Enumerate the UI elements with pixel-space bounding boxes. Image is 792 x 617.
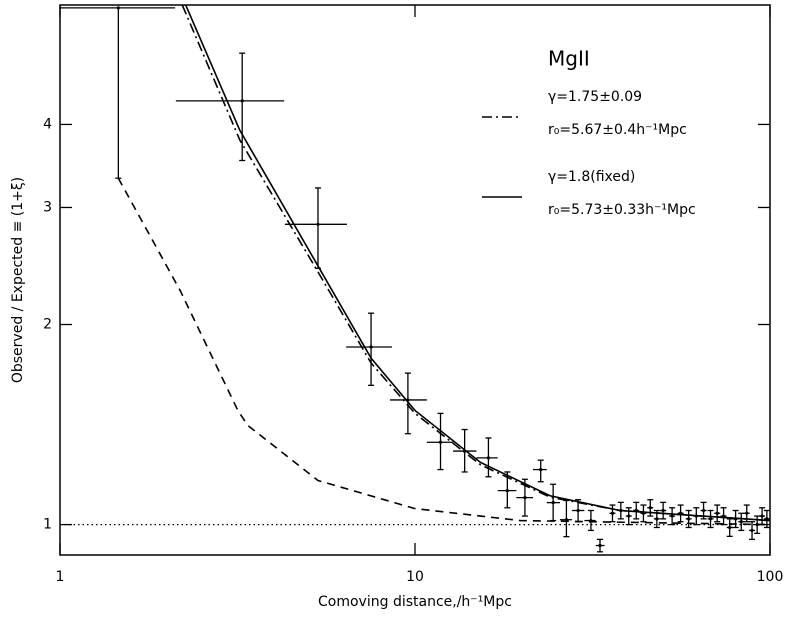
data-point bbox=[694, 514, 698, 518]
data-point bbox=[655, 517, 659, 521]
data-point bbox=[687, 517, 691, 521]
data-point bbox=[750, 528, 754, 533]
x-axis-label: Comoving distance,/h⁻¹Mpc bbox=[318, 594, 512, 610]
legend-detail: r₀=5.67±0.4h⁻¹Mpc bbox=[548, 122, 687, 138]
data-point bbox=[760, 514, 764, 518]
legend-label: γ=1.8(fixed) bbox=[548, 169, 635, 185]
y-tick-label: 2 bbox=[43, 317, 52, 333]
data-point bbox=[701, 508, 706, 513]
data-point bbox=[728, 525, 732, 530]
data-point bbox=[539, 467, 543, 472]
data-point bbox=[406, 398, 410, 402]
curve bbox=[184, 5, 770, 522]
data-point bbox=[648, 506, 652, 510]
plot-area bbox=[60, 5, 770, 553]
data-point bbox=[576, 508, 580, 513]
legend-label: γ=1.75±0.09 bbox=[548, 89, 642, 105]
data-point bbox=[721, 514, 726, 518]
data-point bbox=[463, 449, 467, 453]
data-point bbox=[116, 6, 120, 10]
data-point bbox=[708, 517, 713, 521]
data-point bbox=[679, 511, 683, 515]
data-point bbox=[745, 511, 749, 515]
legend-detail: r₀=5.73±0.33h⁻¹Mpc bbox=[548, 202, 696, 218]
data-point bbox=[733, 517, 738, 521]
data-point bbox=[598, 543, 602, 548]
y-axis-label: Observed / Expected ≡ (1+ξ) bbox=[10, 177, 26, 383]
y-tick-label: 1 bbox=[43, 517, 52, 533]
data-point bbox=[627, 514, 631, 518]
data-point bbox=[765, 517, 769, 521]
data-point bbox=[438, 440, 443, 444]
x-tick-label: 100 bbox=[757, 569, 784, 585]
data-point bbox=[486, 456, 491, 460]
data-point bbox=[369, 345, 373, 349]
data-point bbox=[523, 496, 527, 500]
data-point bbox=[641, 511, 646, 515]
data-point bbox=[564, 518, 569, 522]
data-point bbox=[670, 514, 674, 518]
data-point bbox=[755, 522, 759, 527]
y-tick-label: 4 bbox=[43, 116, 52, 132]
y-tick-label: 3 bbox=[43, 199, 52, 215]
legend-title: MgII bbox=[548, 47, 590, 71]
data-point bbox=[316, 222, 320, 226]
data-point bbox=[739, 520, 743, 524]
data-point bbox=[610, 511, 615, 515]
data-point bbox=[551, 501, 555, 505]
data-point bbox=[589, 518, 593, 523]
data-point bbox=[505, 488, 509, 493]
data-point bbox=[240, 99, 244, 103]
data-point bbox=[619, 508, 623, 513]
data-point bbox=[634, 508, 638, 513]
curve bbox=[117, 177, 770, 526]
x-tick-label: 1 bbox=[56, 569, 65, 585]
data-point bbox=[715, 511, 719, 515]
x-tick-label: 10 bbox=[406, 569, 424, 585]
plot-frame bbox=[59, 4, 771, 556]
data-point bbox=[661, 508, 665, 513]
